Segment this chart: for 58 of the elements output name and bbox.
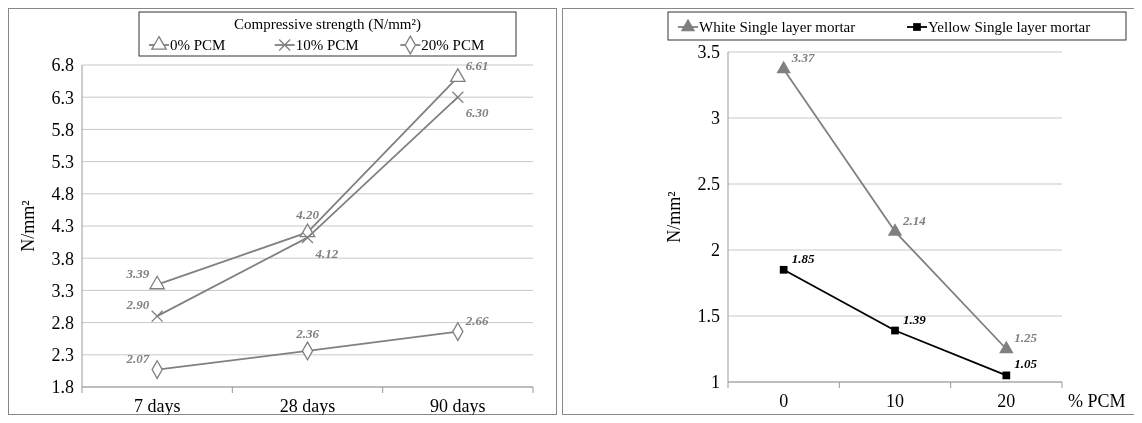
data-label: 1.25 xyxy=(1014,330,1038,345)
legend-label: Yellow Single layer mortar xyxy=(928,19,1091,36)
point xyxy=(1002,371,1011,380)
x-tick-label: 20 xyxy=(997,391,1016,411)
y-tick-label: 3.8 xyxy=(51,248,74,269)
legend-label: White Single layer mortar xyxy=(699,19,856,36)
data-label: 6.61 xyxy=(465,58,489,74)
legend-label: 10% PCM xyxy=(295,37,359,54)
point xyxy=(999,340,1014,354)
y-tick-label: 3 xyxy=(711,108,720,129)
y-tick-label: 6.3 xyxy=(51,87,74,108)
data-label: 2.66 xyxy=(464,312,490,328)
data-label: 4.20 xyxy=(295,207,320,223)
data-label: 3.37 xyxy=(790,50,815,66)
data-label: 6.30 xyxy=(465,105,490,121)
x-axis-title: % PCM xyxy=(1068,391,1126,411)
data-label: 2.36 xyxy=(295,325,320,341)
data-label: 1.85 xyxy=(791,250,815,266)
y-tick-label: 2.3 xyxy=(51,345,74,366)
y-tick-label: 2.5 xyxy=(697,174,720,195)
x-tick-label: 28 days xyxy=(279,396,336,416)
point xyxy=(151,310,164,323)
point xyxy=(891,326,899,335)
point xyxy=(449,68,466,83)
point xyxy=(301,231,314,244)
x-tick-label: 0 xyxy=(779,391,789,411)
y-tick-label: 2 xyxy=(711,240,720,261)
y-tick-label: 2.8 xyxy=(51,312,74,333)
point xyxy=(149,275,166,290)
y-tick-label: 6.8 xyxy=(51,55,74,76)
data-label: 3.39 xyxy=(125,265,150,281)
data-label: 2.14 xyxy=(902,212,927,228)
x-tick-label: 10 xyxy=(886,391,904,411)
data-label: 2.07 xyxy=(125,350,150,366)
y-tick-label: 1 xyxy=(711,372,720,393)
data-label: 4.12 xyxy=(314,245,339,261)
point xyxy=(779,265,788,274)
y-tick-label: 4.8 xyxy=(51,184,74,205)
data-label: 1.39 xyxy=(903,311,927,327)
point xyxy=(776,60,791,74)
x-tick-label: 7 days xyxy=(133,396,181,416)
y-tick-label: 3.5 xyxy=(697,42,720,63)
point xyxy=(887,223,903,236)
data-label: 1.05 xyxy=(1014,356,1038,372)
x-tick-label: 90 days xyxy=(430,396,486,416)
y-tick-label: 5.8 xyxy=(51,119,74,140)
y-tick-label: 1.5 xyxy=(697,306,720,327)
y-tick-label: 5.3 xyxy=(51,151,74,172)
y-axis-title: N/mm² xyxy=(18,200,38,252)
y-axis-title: N/mm² xyxy=(664,191,684,243)
legend-label: 20% PCM xyxy=(421,37,485,54)
legend-label: 0% PCM xyxy=(170,37,226,54)
point xyxy=(451,91,464,104)
y-tick-label: 3.3 xyxy=(51,280,74,301)
legend-title: Compressive strength (N/mm²) xyxy=(234,16,421,33)
data-label: 2.90 xyxy=(125,297,150,313)
y-tick-label: 4.3 xyxy=(51,216,74,237)
y-tick-label: 1.8 xyxy=(51,377,74,398)
